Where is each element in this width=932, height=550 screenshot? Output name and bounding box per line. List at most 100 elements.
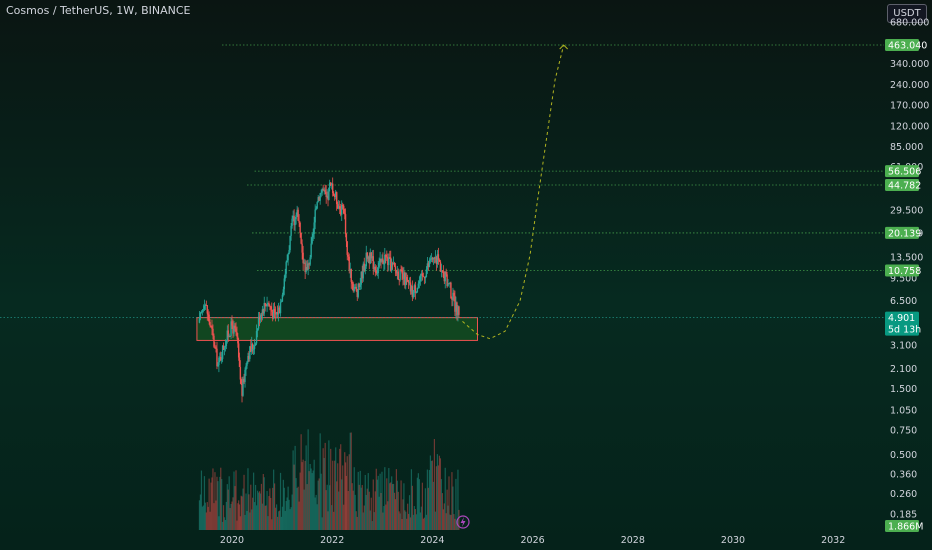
- candle: [323, 187, 325, 195]
- candle: [427, 261, 430, 271]
- volume-bar: [256, 490, 259, 530]
- volume-bar: [385, 504, 387, 530]
- candle-body: [365, 252, 367, 267]
- volume-bar: [266, 490, 268, 530]
- y-axis-tick-label: 170.000: [890, 101, 929, 112]
- candle-body: [424, 276, 427, 279]
- volume-bar: [246, 510, 248, 530]
- candle-body: [401, 269, 403, 274]
- volume-bar: [233, 471, 235, 530]
- candle-body: [455, 302, 457, 312]
- candle: [320, 189, 322, 198]
- candle-body: [454, 295, 456, 312]
- candle: [262, 308, 265, 316]
- candle-body: [264, 303, 266, 306]
- volume-bar: [357, 471, 359, 530]
- volume-bar: [272, 487, 274, 530]
- candle-body: [395, 270, 398, 274]
- candle: [202, 304, 205, 313]
- candle: [312, 228, 314, 242]
- candle: [381, 254, 383, 263]
- volume-bar: [218, 516, 220, 530]
- candle-body: [407, 281, 410, 283]
- candle: [198, 310, 201, 324]
- candle-body: [247, 356, 249, 362]
- candle-body: [398, 279, 400, 281]
- candle: [208, 311, 210, 325]
- x-axis-tick-label: 2030: [721, 535, 745, 546]
- candle-body: [354, 286, 356, 288]
- candle: [328, 187, 330, 201]
- volume-bar: [338, 491, 340, 530]
- candle: [442, 265, 445, 279]
- candle: [355, 283, 357, 292]
- volume-bar: [340, 444, 342, 530]
- candle: [315, 206, 317, 211]
- volume-bar: [280, 516, 283, 530]
- candle: [399, 269, 401, 282]
- candle-body: [280, 301, 283, 303]
- candle-body: [231, 321, 233, 326]
- candle: [220, 351, 223, 364]
- candle: [365, 245, 367, 269]
- volume-bar: [428, 470, 430, 530]
- lightning-icon[interactable]: [456, 515, 470, 529]
- volume-bar: [368, 491, 370, 530]
- y-axis-tick-label: 0.185: [890, 510, 917, 521]
- volume-bar: [386, 478, 388, 530]
- price-level-tag-text: 463.040: [888, 41, 927, 52]
- x-axis-tick-label: 2020: [220, 535, 244, 546]
- candle-body: [425, 269, 428, 277]
- candle: [452, 287, 454, 307]
- candle: [266, 296, 268, 312]
- volume-bar: [284, 510, 286, 530]
- candle: [372, 249, 374, 275]
- volume-tag: 1.866M: [885, 520, 923, 533]
- volume-bar: [247, 468, 249, 530]
- volume-bar: [420, 506, 422, 530]
- candle: [269, 304, 271, 311]
- candle: [218, 356, 220, 373]
- x-axis-tick-label: 2026: [521, 535, 545, 546]
- volume-bar: [387, 501, 389, 530]
- volume-bar: [392, 484, 394, 530]
- volume-bar: [222, 505, 225, 530]
- candle: [272, 303, 275, 320]
- candle-body: [360, 271, 362, 285]
- candle: [410, 284, 413, 295]
- volume-bar: [224, 520, 227, 530]
- bar-countdown: 5d 13h: [888, 325, 921, 336]
- candle-body: [404, 272, 406, 286]
- candle: [301, 239, 303, 260]
- candle-body: [437, 254, 440, 260]
- price-level-tag-bg: [885, 39, 919, 52]
- current-price-value: 4.901: [888, 313, 915, 324]
- volume-bar: [377, 475, 379, 530]
- volume-bar: [418, 479, 420, 530]
- candle-body: [232, 325, 234, 334]
- candle: [347, 252, 349, 261]
- candle-body: [393, 263, 396, 267]
- candle-body: [300, 232, 302, 244]
- volume-bar: [419, 512, 421, 530]
- volume-bar: [285, 501, 287, 530]
- candle: [457, 305, 459, 322]
- volume-bar: [253, 472, 255, 530]
- candle: [445, 268, 447, 277]
- candle: [330, 182, 333, 190]
- volume-bar: [230, 504, 232, 530]
- candle: [373, 261, 375, 272]
- currency-button[interactable]: USDT: [887, 4, 927, 23]
- candle-body: [278, 307, 281, 314]
- volume-bar: [294, 445, 296, 530]
- candle-body: [198, 317, 201, 323]
- candle: [247, 352, 249, 364]
- candle-body: [367, 256, 369, 259]
- candle: [409, 276, 412, 295]
- candle: [264, 302, 266, 312]
- volume-bar: [452, 486, 454, 530]
- candle-body: [411, 286, 414, 298]
- volume-bar: [456, 521, 458, 530]
- candle-body: [406, 277, 408, 280]
